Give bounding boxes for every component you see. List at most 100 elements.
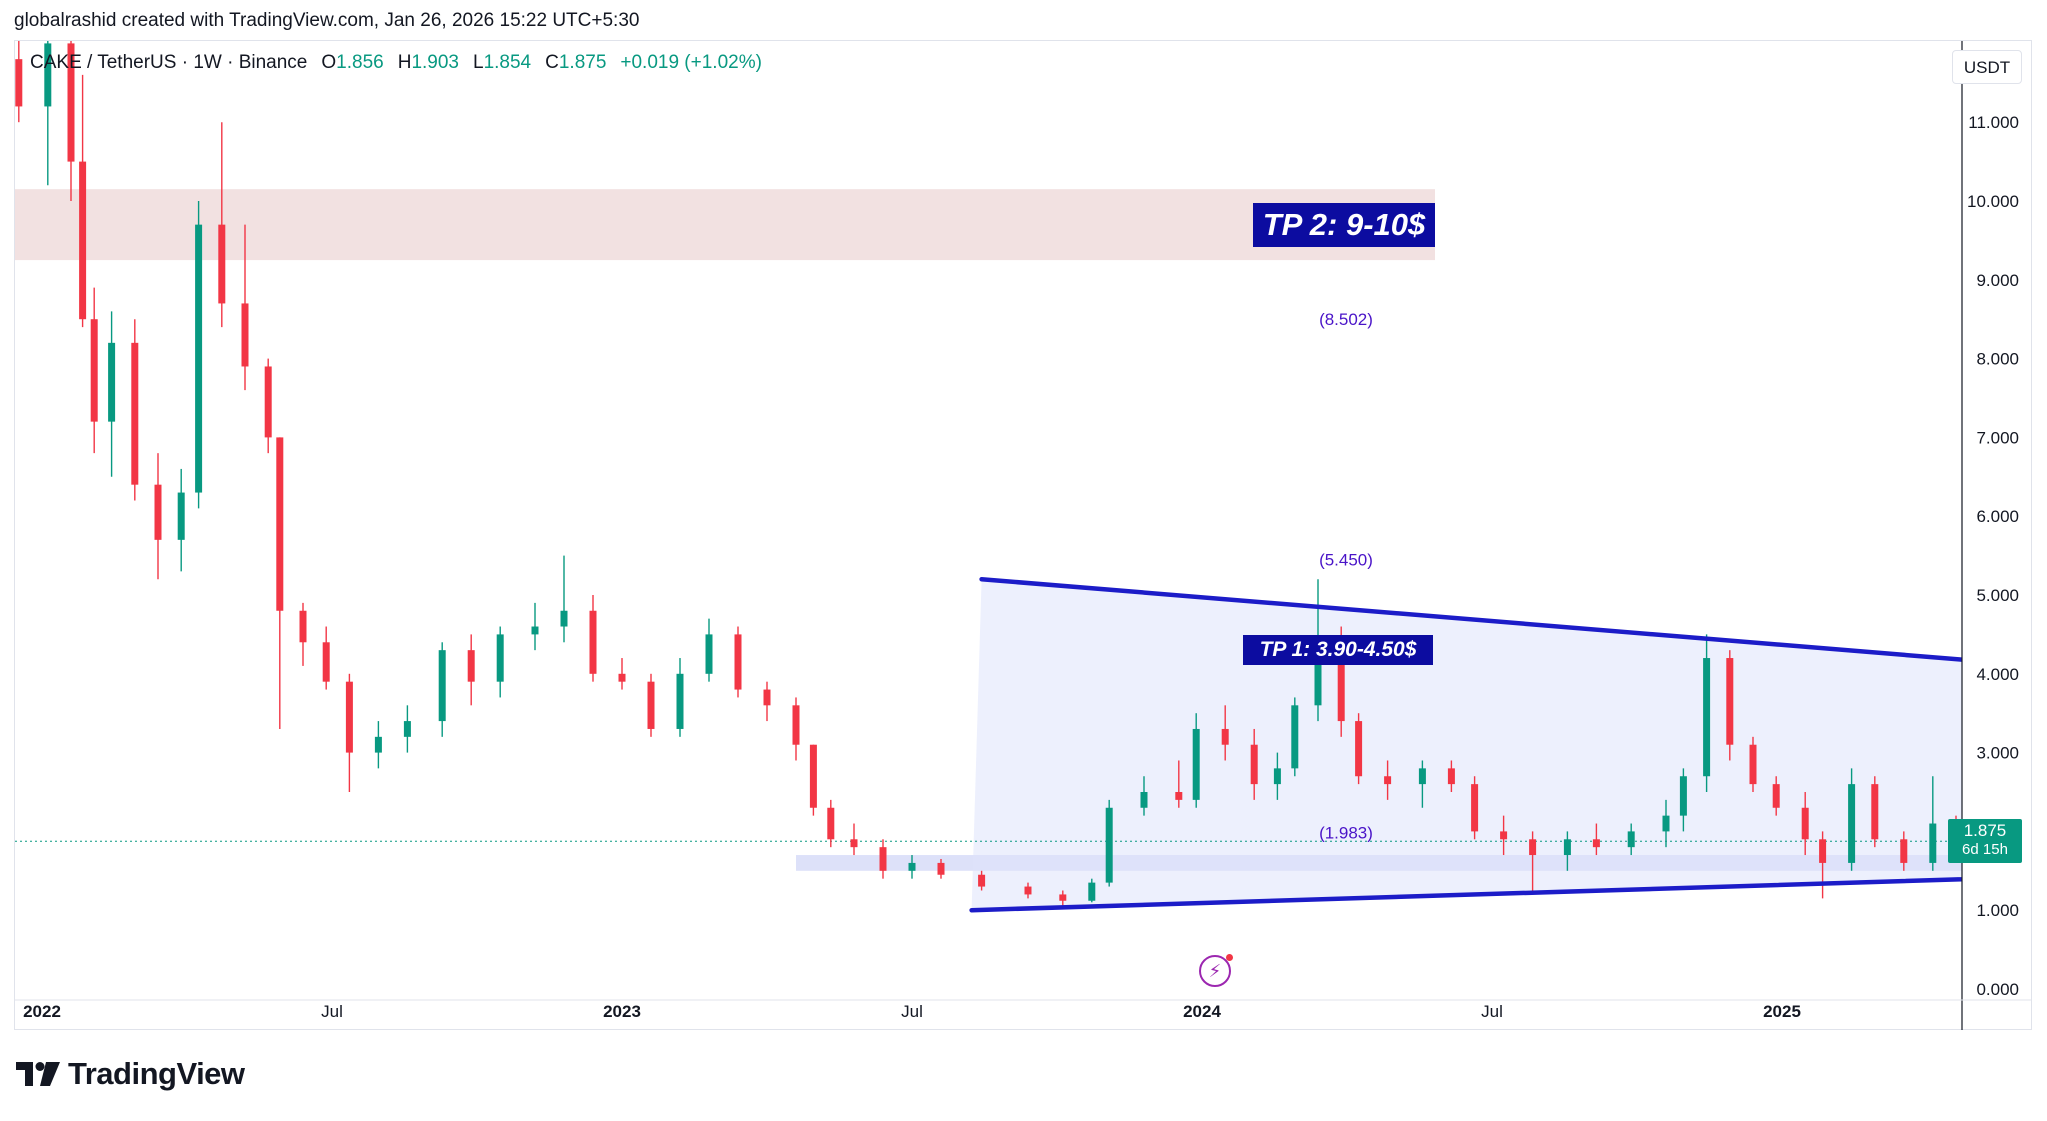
y-axis-tick-label: 4.000 <box>1976 665 2019 684</box>
candle-body <box>937 862 945 875</box>
candle-body <box>1900 839 1908 863</box>
candle-body <box>827 807 835 840</box>
last-price-value: 1.875 <box>1963 821 2007 840</box>
candle-body <box>1819 839 1827 863</box>
candle-body <box>467 650 475 682</box>
candle-body <box>1059 894 1067 901</box>
candle-body <box>705 634 713 674</box>
x-axis-tick-label: Jul <box>901 1002 923 1021</box>
y-axis-tick-label: 9.000 <box>1976 271 2019 290</box>
candle-body <box>1291 705 1299 769</box>
candle-body <box>1192 728 1200 800</box>
high-value: 1.903 <box>411 52 459 73</box>
candle-body <box>67 43 75 162</box>
candle-body <box>589 610 597 674</box>
candle-body <box>322 642 330 682</box>
candles <box>15 41 1960 907</box>
candle-body <box>90 319 98 422</box>
symbol-info: CAKE / TetherUS · 1W · Binance <box>30 52 308 73</box>
candle-body <box>264 366 272 438</box>
candle-body <box>403 721 411 737</box>
close-label: C <box>545 52 559 73</box>
tp2-label[interactable]: TP 2: 9-10$ <box>1253 202 1435 247</box>
bar-countdown: 6d 15h <box>1962 841 2008 858</box>
candle-body <box>647 681 655 729</box>
y-axis-tick-label: 0.000 <box>1976 980 2019 999</box>
candle-body <box>1355 721 1363 777</box>
y-axis-tick-label: 7.000 <box>1976 428 2019 447</box>
candle-body <box>618 673 626 682</box>
candle-body <box>763 689 771 706</box>
candle-body <box>276 437 284 611</box>
candle-body <box>44 43 52 107</box>
y-axis-tick-label: 10.000 <box>1967 192 2019 211</box>
low-value: 1.854 <box>483 52 532 73</box>
triangle-lower-line <box>969 877 1962 913</box>
candle-body <box>1871 784 1879 840</box>
fib-level-label: (8.502) <box>1319 310 1373 329</box>
currency-button[interactable]: USDT <box>1952 50 2022 84</box>
candle-body <box>1703 658 1711 777</box>
open-value: 1.856 <box>336 52 384 73</box>
candle-body <box>1105 807 1113 883</box>
notification-dot <box>1226 954 1233 961</box>
y-axis-tick-label: 6.000 <box>1976 507 2019 526</box>
candle-body <box>1563 839 1571 856</box>
y-axis-tick-label: 3.000 <box>1976 744 2019 763</box>
plot-area: (8.502) (5.450) (1.983) <box>15 41 1962 913</box>
candle-body <box>1749 744 1757 785</box>
tp1-label[interactable]: TP 1: 3.90-4.50$ <box>1243 635 1433 665</box>
high-label: H <box>397 52 412 73</box>
y-axis-tick-label: 5.000 <box>1976 586 2019 605</box>
candle-body <box>1529 839 1537 856</box>
candle-body <box>1418 768 1426 785</box>
candle-body <box>1250 744 1258 785</box>
candle-body <box>1140 792 1148 808</box>
candle-body <box>1447 768 1455 785</box>
candle-body <box>1848 784 1856 863</box>
candle-body <box>1627 831 1635 848</box>
candle-body <box>1221 728 1229 745</box>
x-axis-tick-label: 2024 <box>1183 1002 1221 1021</box>
candle-body <box>1024 886 1032 895</box>
candle-body <box>1929 823 1937 863</box>
candle-body <box>108 342 116 422</box>
chart-frame[interactable] <box>14 40 2032 1030</box>
x-axis-tick-label: Jul <box>321 1002 343 1021</box>
candle-body <box>1337 650 1345 722</box>
last-price-badge: 1.875 6d 15h <box>1948 819 2022 863</box>
candle-body <box>1592 839 1600 848</box>
candle-body <box>131 342 139 485</box>
candle-body <box>734 634 742 690</box>
y-axis-tick-label: 8.000 <box>1976 350 2019 369</box>
candle-body <box>560 610 568 627</box>
fib-level-label: (1.983) <box>1319 824 1373 843</box>
y-axis-tick-label: 11.000 <box>1968 113 2019 132</box>
candle-body <box>154 484 162 540</box>
candle-body <box>676 673 684 729</box>
candle-body <box>978 874 986 887</box>
resistance-zone <box>15 189 1435 261</box>
candle-body <box>438 650 446 722</box>
candle-body <box>1471 784 1479 832</box>
brand-name: TradingView <box>68 1056 245 1091</box>
candle-body <box>850 839 858 848</box>
change-value: +0.019 (+1.02%) <box>620 52 762 73</box>
candle-body <box>15 59 23 107</box>
candle-body <box>1726 658 1734 745</box>
candle-body <box>531 626 539 635</box>
x-axis-tick-label: Jul <box>1481 1002 1503 1021</box>
triangle-fill <box>971 579 1962 911</box>
candle-body <box>908 862 916 871</box>
candle-body <box>218 224 226 304</box>
lightning-bolt-icon[interactable]: ⚡ <box>1199 954 1233 987</box>
tradingview-logo[interactable]: TradingView <box>16 1056 245 1092</box>
candle-body <box>792 705 800 745</box>
symbol-legend: CAKE / TetherUS · 1W · Binance O1.856 H1.9… <box>30 52 762 74</box>
close-value: 1.875 <box>558 52 607 73</box>
candle-body <box>496 634 504 682</box>
candle-body <box>345 681 353 753</box>
triangle-upper-line <box>979 576 1962 662</box>
credit-line: globalrashid created with TradingView.co… <box>14 10 640 31</box>
